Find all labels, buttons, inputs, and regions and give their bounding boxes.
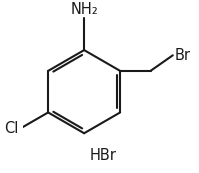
- Text: HBr: HBr: [90, 148, 117, 163]
- Text: NH₂: NH₂: [70, 2, 98, 17]
- Text: Cl: Cl: [4, 121, 19, 136]
- Text: Br: Br: [174, 48, 190, 63]
